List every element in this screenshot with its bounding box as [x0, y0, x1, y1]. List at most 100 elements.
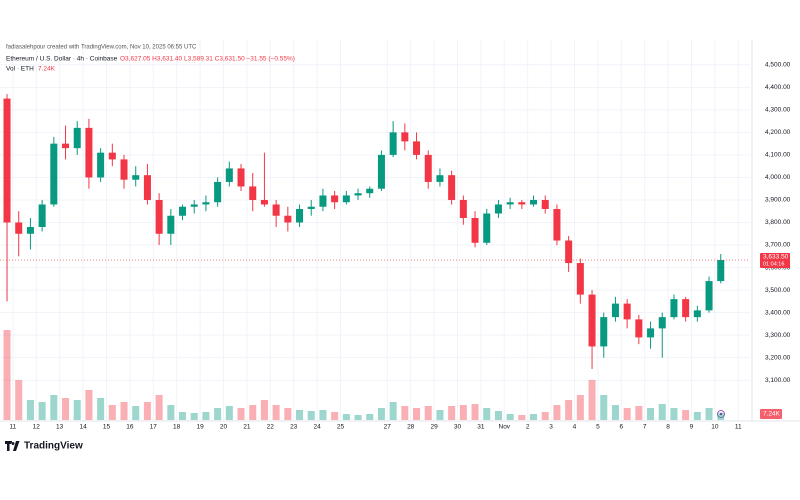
- y-tick-label: 4,300.00: [765, 107, 791, 114]
- y-tick-label: 4,000.00: [765, 174, 791, 181]
- volume-bar: [307, 411, 315, 420]
- x-tick-label: 24: [313, 424, 321, 431]
- volume-bar: [635, 406, 643, 420]
- volume-bar: [260, 400, 268, 420]
- countdown: 01:04:16: [763, 261, 784, 267]
- volume-bar: [483, 408, 491, 420]
- volume-bar: [132, 406, 140, 420]
- candle-body: [483, 213, 491, 243]
- volume-bar: [588, 380, 596, 420]
- candle-body: [448, 175, 456, 200]
- grid: [0, 40, 750, 420]
- candle-body: [623, 303, 631, 320]
- volume-bar: [62, 398, 70, 420]
- volume-bar: [448, 406, 456, 420]
- y-tick-label: 3,500.00: [765, 287, 791, 294]
- volume-bar: [494, 411, 502, 420]
- footer-logo: [5, 441, 20, 451]
- volume-bar: [682, 410, 690, 420]
- candle-body: [553, 208, 561, 241]
- candle-body: [389, 132, 397, 155]
- eye-icon: [717, 410, 725, 418]
- volume-bar: [623, 408, 631, 420]
- x-tick-label: 29: [430, 424, 438, 431]
- volume-bar: [249, 405, 257, 420]
- volume-bar: [647, 408, 655, 420]
- volume-bar: [38, 402, 46, 420]
- candle-body: [565, 240, 573, 264]
- candle-body: [50, 143, 58, 205]
- candle-body: [366, 188, 374, 194]
- volume-bar: [553, 405, 561, 420]
- x-tick-label: 16: [126, 424, 134, 431]
- x-tick-label: 23: [290, 424, 298, 431]
- candle-body: [658, 317, 666, 329]
- y-tick-label: 4,400.00: [765, 84, 791, 91]
- candle-body: [155, 199, 163, 234]
- volume-bar: [576, 395, 584, 420]
- volume-bar: [670, 408, 678, 420]
- candle-body: [272, 204, 280, 216]
- volume-bar: [179, 412, 187, 420]
- x-tick-label: 22: [267, 424, 275, 431]
- volume-bar: [3, 330, 11, 420]
- candle-body: [15, 222, 23, 234]
- volume-bar: [413, 408, 421, 420]
- x-tick-label: 28: [407, 424, 415, 431]
- volume-bar: [717, 412, 725, 420]
- x-tick-label: 9: [690, 424, 694, 431]
- volume-bar: [518, 415, 526, 420]
- candle-body: [717, 260, 725, 282]
- y-tick-label: 4,500.00: [765, 62, 791, 69]
- x-tick-label: 2: [526, 424, 530, 431]
- x-tick-label: Nov: [499, 424, 511, 431]
- volume-bar: [600, 395, 608, 420]
- volume-legend-value: 7.24K: [38, 66, 56, 73]
- last-price-label: 3,633.50: [763, 254, 789, 261]
- volume-bar: [342, 414, 350, 420]
- volume-bar: [237, 408, 245, 420]
- volume-bar: [284, 408, 292, 420]
- candle-body: [214, 181, 222, 203]
- x-tick-label: 7: [643, 424, 647, 431]
- candle-body: [143, 175, 151, 200]
- candle-body: [494, 204, 502, 214]
- candle-body: [413, 141, 421, 155]
- candle-body: [319, 195, 327, 207]
- candle-body: [635, 319, 643, 338]
- y-tick-label: 3,800.00: [765, 219, 791, 226]
- candle-body: [179, 206, 187, 216]
- candle-body: [97, 152, 105, 178]
- volume-bar: [471, 404, 479, 420]
- x-tick-label: 4: [573, 424, 577, 431]
- candle-body: [73, 127, 81, 149]
- candle-body: [530, 199, 538, 205]
- volume-bar: [155, 395, 163, 420]
- candle-body: [401, 132, 409, 142]
- volume-bar: [108, 405, 116, 420]
- candle-body: [331, 195, 339, 203]
- candle-body: [225, 168, 233, 182]
- y-tick-label: 4,200.00: [765, 129, 791, 136]
- volume-bar: [506, 414, 514, 420]
- candle-body: [518, 202, 526, 205]
- y-tick-label: 4,100.00: [765, 152, 791, 159]
- volume-bar: [225, 406, 233, 420]
- x-tick-label: 14: [79, 424, 87, 431]
- x-tick-label: 30: [454, 424, 462, 431]
- candle-body: [541, 199, 549, 209]
- volume-bar: [120, 402, 128, 420]
- volume-bar: [436, 410, 444, 420]
- candle-body: [670, 299, 678, 318]
- volume-tag: [760, 409, 782, 419]
- volume-bar: [530, 414, 538, 420]
- candle-body: [296, 208, 304, 223]
- volume-bar: [377, 408, 385, 420]
- candle-body: [108, 152, 116, 160]
- volume-bar: [15, 380, 23, 420]
- volume-bar: [693, 412, 701, 420]
- volume-bar: [658, 404, 666, 420]
- volume-bar: [214, 408, 222, 420]
- candle-body: [260, 199, 268, 205]
